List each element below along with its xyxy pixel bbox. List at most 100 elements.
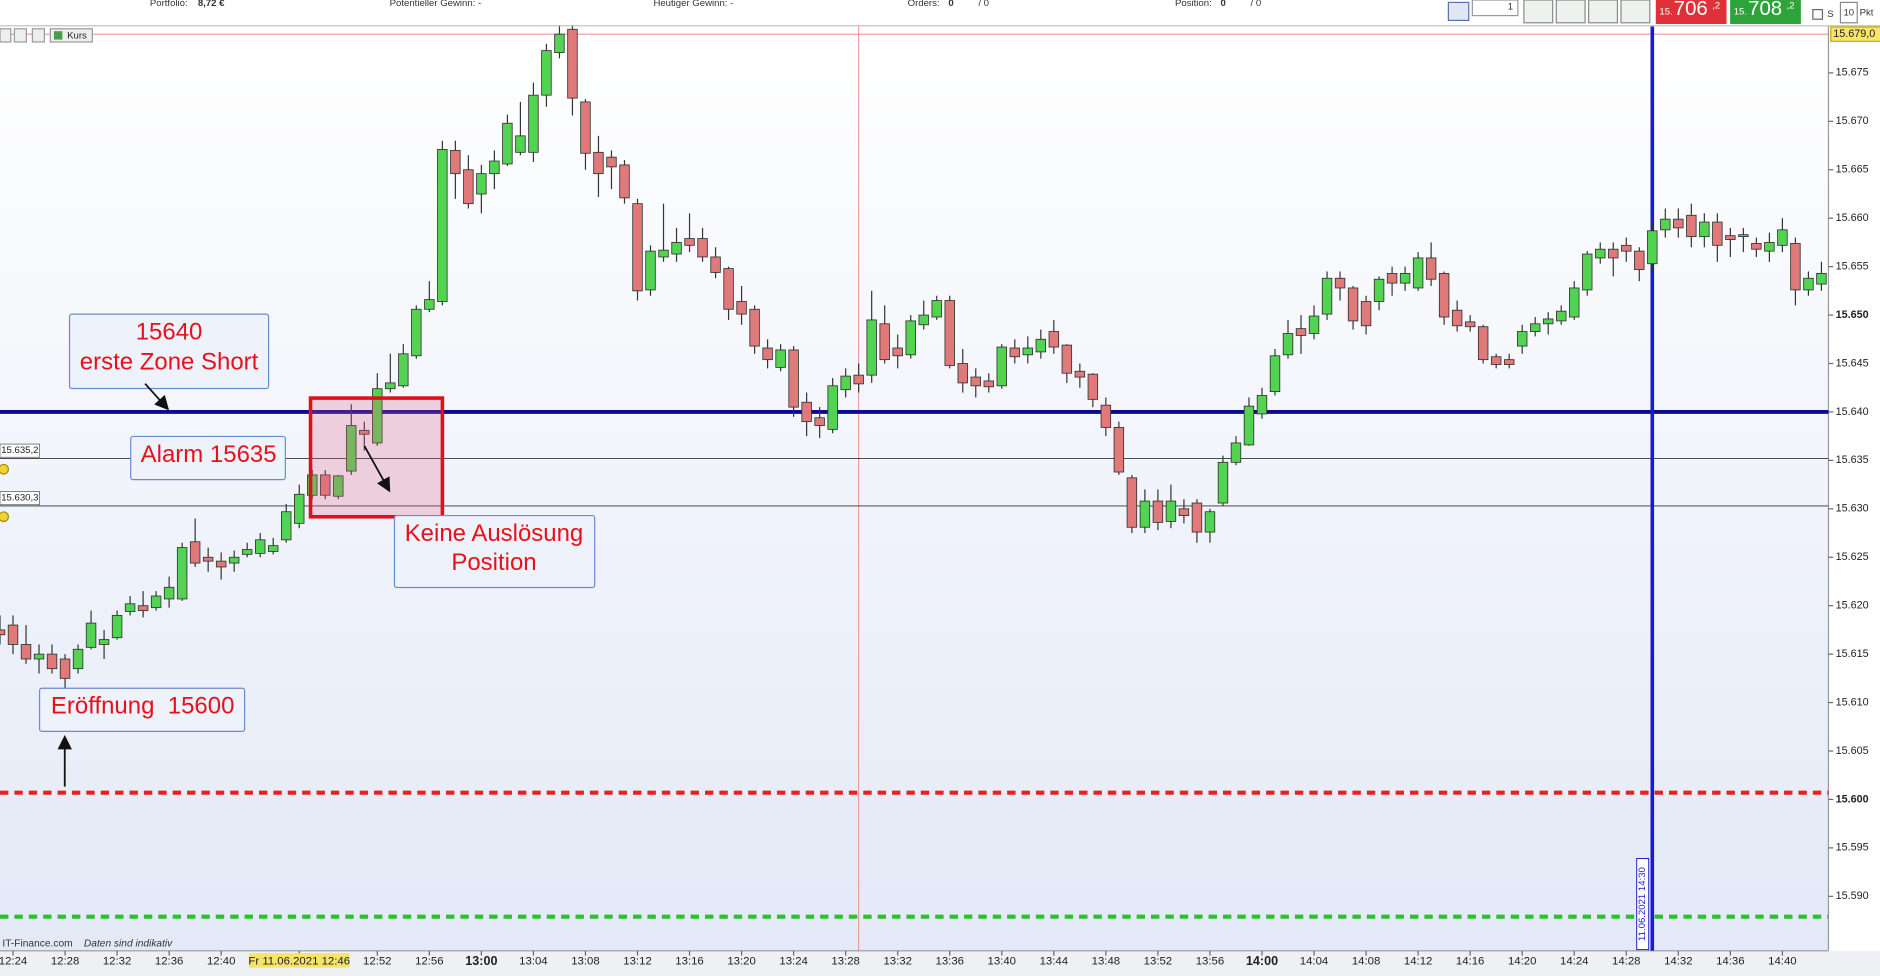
x-tick-label: 13:16 [675, 956, 703, 968]
line-label: 15.635,2 [1, 445, 38, 456]
calculator-button[interactable] [1447, 1, 1470, 21]
candle-body [814, 417, 825, 426]
candle-body [1035, 338, 1047, 353]
candle-body [788, 349, 799, 408]
candle-body [866, 319, 877, 376]
candle-body [1556, 310, 1567, 322]
annotation-arrow [144, 383, 170, 411]
x-tick-label: 13:44 [1040, 956, 1068, 968]
y-tick-label: 15.670 [1836, 115, 1869, 127]
x-tick-label: 14:16 [1456, 956, 1484, 968]
candle-body [463, 169, 474, 205]
candle-body [59, 658, 71, 679]
line-label-box [0, 443, 40, 458]
candle-body [489, 160, 500, 175]
candle-body [1803, 277, 1814, 291]
position-label: Position: [1175, 0, 1212, 9]
candle-body [1673, 218, 1684, 229]
x-tick-label: 13:24 [779, 956, 807, 968]
candle-body [1269, 355, 1281, 393]
candle-body [411, 308, 422, 357]
candle-body [1542, 318, 1554, 325]
y-tick-label: 15.640 [1836, 406, 1869, 418]
bid-button[interactable] [1655, 0, 1727, 24]
y-tick-label: 15.635 [1836, 454, 1869, 466]
candle-body [1464, 321, 1476, 328]
y-tick-label: 15.665 [1836, 164, 1869, 176]
order-button[interactable] [1523, 0, 1554, 24]
x-tick-label: Fr 11.06.2021 12:46 [248, 956, 350, 968]
potential-gain: Potentieller Gewinn: - [390, 0, 482, 9]
candle-body [1022, 347, 1034, 356]
header-button[interactable] [0, 28, 12, 43]
candle-body [1516, 331, 1528, 347]
candle-body [996, 346, 1008, 387]
x-tick-label: 13:40 [988, 956, 1016, 968]
candle-body [1712, 221, 1723, 246]
candle-body [1399, 273, 1411, 284]
candle-body [1386, 273, 1398, 284]
candle-body [254, 539, 266, 554]
vertical-line-label-box [1636, 858, 1650, 951]
candle-body [176, 547, 188, 600]
alarm-icon [0, 463, 9, 475]
kurs-label: Kurs [67, 31, 87, 42]
quantity-input[interactable] [1471, 0, 1519, 17]
candle-body [970, 376, 981, 387]
candle-body [1477, 326, 1489, 361]
candle-body [1087, 373, 1099, 400]
candle-body [1100, 404, 1112, 428]
price-label-box [1830, 26, 1880, 42]
x-tick-label: 12:28 [51, 956, 79, 968]
x-tick-label: 14:08 [1352, 956, 1380, 968]
candle-body [593, 151, 604, 175]
candle-body [944, 300, 955, 366]
source: IT-Finance.com [2, 938, 72, 949]
candle-body [163, 586, 175, 600]
ask-button[interactable] [1730, 0, 1801, 24]
candle-body [85, 622, 97, 648]
candle-body [1256, 395, 1268, 415]
y-tick-label: 15.620 [1836, 600, 1869, 612]
annotation-box [393, 514, 596, 589]
y-tick-label: 15.645 [1836, 357, 1869, 369]
order-button[interactable] [1555, 0, 1586, 24]
candle-body [1660, 218, 1671, 231]
alarm-icon [0, 511, 9, 523]
header-button[interactable] [31, 28, 45, 43]
s-checkbox[interactable] [1812, 9, 1824, 20]
candle-body [437, 149, 448, 302]
candle-body [645, 250, 656, 291]
candle-body [580, 101, 591, 154]
annotation-box [68, 313, 270, 390]
candle-body [632, 203, 643, 292]
candle-body [1529, 323, 1541, 332]
order-button[interactable] [1588, 0, 1619, 24]
highlight-box [308, 396, 445, 519]
candle-body [7, 624, 19, 645]
candle-body [72, 648, 84, 670]
candle-body [281, 511, 292, 541]
annotation-text: Eröffnung 15600 [51, 693, 234, 720]
candle-body [1425, 257, 1437, 280]
y-tick-label: 15.600 [1836, 793, 1869, 805]
header-button[interactable] [13, 28, 27, 43]
x-tick-label: 13:04 [519, 956, 547, 968]
candle-body [1295, 328, 1307, 336]
portfolio-label: Portfolio: [150, 0, 188, 9]
candle-body [619, 164, 630, 199]
orders-label: Orders: [908, 0, 940, 9]
order-button[interactable] [1620, 0, 1651, 24]
candle-body [215, 560, 227, 568]
candle-body [606, 156, 617, 168]
line-label: 15.630,3 [1, 493, 38, 504]
candle-body [905, 320, 916, 356]
candle-body [476, 173, 487, 195]
step-input[interactable] [1839, 1, 1858, 24]
candle-body [697, 238, 708, 258]
x-tick-label: 14:36 [1716, 956, 1744, 968]
y-tick-label: 15.655 [1836, 260, 1869, 272]
x-tick-label: 14:04 [1300, 956, 1328, 968]
candle-body [1204, 511, 1216, 533]
y-tick-label: 15.615 [1836, 648, 1869, 660]
